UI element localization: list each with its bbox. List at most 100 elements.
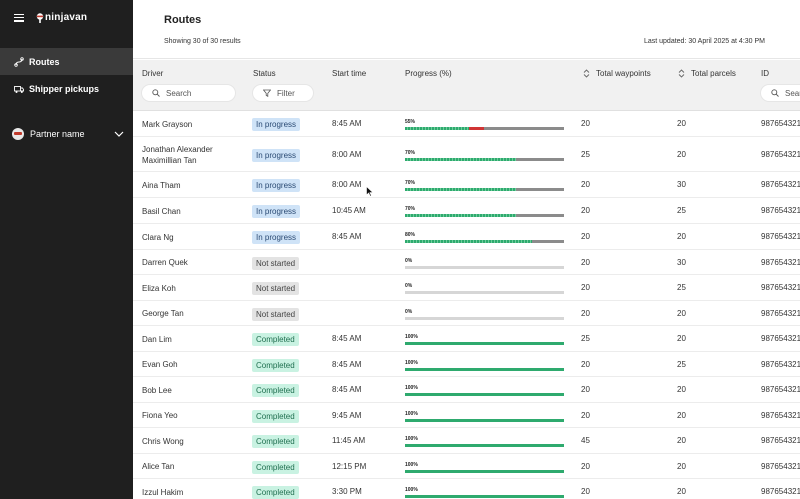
sort-icon: [678, 69, 685, 78]
route-id[interactable]: 987654321: [761, 385, 800, 394]
table-row[interactable]: Evan Goh Completed 8:45 AM 100% 20 25 98765432…: [133, 352, 800, 377]
route-id[interactable]: 987654321: [761, 206, 800, 215]
start-time: 8:00 AM: [332, 180, 362, 189]
column-total-waypoints[interactable]: Total waypoints: [583, 69, 651, 78]
progress-percent: 0%: [405, 283, 413, 289]
route-id[interactable]: 987654321: [761, 283, 800, 292]
progress-bar-remaining: [516, 214, 564, 217]
driver-name: Aina Tham: [142, 180, 181, 190]
route-id[interactable]: 987654321: [761, 487, 800, 496]
id-search-input[interactable]: [785, 88, 800, 98]
table-row[interactable]: Dan Lim Completed 8:45 AM 100% 25 20 987654321: [133, 326, 800, 352]
route-id[interactable]: 987654321: [761, 461, 800, 471]
total-waypoints: 20: [581, 257, 590, 267]
route-id[interactable]: 987654321: [761, 410, 800, 420]
total-waypoints: 20: [581, 180, 590, 189]
sidebar-item-shipper-pickups[interactable]: Shipper pickups: [0, 75, 133, 102]
status-badge: In progress: [252, 118, 301, 131]
route-id[interactable]: 987654321: [761, 180, 800, 189]
column-label: Total waypoints: [596, 69, 651, 78]
table-row[interactable]: Aina Tham In progress 8:00 AM 70% 20 30 987654…: [133, 172, 800, 198]
progress-bar: [405, 495, 564, 498]
table-row[interactable]: Bob Lee Completed 8:45 AM 100% 20 20 987654321: [133, 377, 800, 403]
progress-bar: [405, 444, 564, 447]
column-label: Total parcels: [691, 69, 736, 78]
partner-avatar: [12, 128, 24, 140]
route-id[interactable]: 987654321: [761, 334, 800, 343]
progress-bar: [405, 214, 564, 217]
driver-name: Eliza Koh: [142, 283, 176, 293]
sidebar-item-routes[interactable]: Routes: [0, 48, 133, 75]
column-total-parcels[interactable]: Total parcels: [678, 69, 736, 78]
status-badge: Not started: [252, 307, 300, 321]
start-time: 8:45 AM: [332, 232, 362, 241]
total-parcels: 30: [677, 180, 686, 189]
driver-search-input[interactable]: [166, 88, 226, 98]
route-id[interactable]: 987654321: [761, 119, 800, 128]
hamburger-menu-icon[interactable]: [14, 13, 24, 22]
progress-bar: [405, 367, 564, 371]
progress-percent: 70%: [405, 180, 416, 186]
progress-bar-completed: [405, 188, 517, 191]
progress-bar: [405, 418, 564, 422]
route-id[interactable]: 987654321: [761, 359, 800, 369]
driver-name: Darren Quek: [142, 258, 188, 267]
driver-name: Fiona Yeo: [142, 411, 178, 420]
route-id[interactable]: 987654321: [761, 436, 800, 445]
table-row[interactable]: Mark Grayson In progress 8:45 AM 55% 20 20 987…: [133, 111, 800, 137]
route-id[interactable]: 987654321: [761, 149, 800, 159]
driver-name: Izzul Hakim: [142, 487, 184, 497]
ninjavan-logo[interactable]: ninjavan: [36, 12, 87, 23]
progress-percent: 70%: [405, 149, 416, 156]
start-time: 8:45 AM: [332, 119, 362, 128]
partner-selector[interactable]: Partner name: [12, 126, 124, 142]
start-time: 11:45 AM: [332, 436, 366, 445]
status-badge: Completed: [252, 460, 299, 474]
table-header: Driver Status Start time Progress (%) To…: [133, 60, 800, 111]
progress-percent: 100%: [405, 487, 418, 493]
progress-percent: 100%: [405, 436, 418, 442]
progress-bar: [405, 291, 564, 294]
table-row[interactable]: Izzul Hakim Completed 3:30 PM 100% 20 20 98765…: [133, 479, 800, 499]
table-row[interactable]: Basil Chan In progress 10:45 AM 70% 20 25 9876…: [133, 198, 800, 224]
table-row[interactable]: Jonathan Alexander Maximillian Tan In pro…: [133, 137, 800, 172]
search-icon: [771, 89, 779, 97]
driver-name: George Tan: [142, 309, 184, 318]
id-search[interactable]: [760, 84, 800, 102]
total-parcels: 20: [677, 334, 686, 343]
table-row[interactable]: Eliza Koh Not started 0% 20 25 987654321: [133, 275, 800, 301]
total-parcels: 25: [677, 206, 686, 215]
start-time: 8:00 AM: [332, 149, 362, 159]
header-divider: [133, 58, 800, 59]
progress-bar: [405, 393, 564, 396]
total-waypoints: 20: [581, 232, 590, 241]
status-badge: Not started: [252, 282, 300, 295]
total-waypoints: 20: [581, 283, 590, 292]
total-parcels: 20: [677, 461, 686, 471]
table-row[interactable]: Alice Tan Completed 12:15 PM 100% 20 20 987654…: [133, 454, 800, 479]
driver-name: Bob Lee: [142, 385, 172, 395]
brand-bar: ninjavan: [14, 12, 87, 23]
driver-search[interactable]: [141, 84, 236, 102]
progress-percent: 100%: [405, 334, 418, 340]
start-time: 9:45 AM: [332, 410, 362, 420]
table-row[interactable]: George Tan Not started 0% 20 20 987654321: [133, 301, 800, 326]
table-row[interactable]: Darren Quek Not started 0% 20 30 987654321: [133, 250, 800, 275]
table-row[interactable]: Clara Ng In progress 8:45 AM 80% 20 20 9876543…: [133, 224, 800, 250]
status-badge: In progress: [252, 179, 301, 192]
progress-bar-completed: [405, 214, 517, 217]
route-id[interactable]: 987654321: [761, 308, 800, 318]
table-row[interactable]: Chris Wong Completed 11:45 AM 100% 45 20 98765…: [133, 428, 800, 454]
route-id[interactable]: 987654321: [761, 232, 800, 241]
total-waypoints: 20: [581, 385, 590, 394]
driver-name: Alice Tan: [142, 462, 175, 471]
table-row[interactable]: Fiona Yeo Completed 9:45 AM 100% 20 20 9876543…: [133, 403, 800, 428]
total-parcels: 20: [677, 232, 686, 241]
progress-percent: 100%: [405, 359, 418, 366]
total-parcels: 20: [677, 119, 686, 128]
driver-name: Dan Lim: [142, 334, 172, 344]
route-id[interactable]: 987654321: [761, 257, 800, 267]
status-filter-button[interactable]: Filter: [252, 84, 314, 102]
progress-bar: [405, 316, 564, 320]
progress-percent: 80%: [405, 232, 416, 238]
